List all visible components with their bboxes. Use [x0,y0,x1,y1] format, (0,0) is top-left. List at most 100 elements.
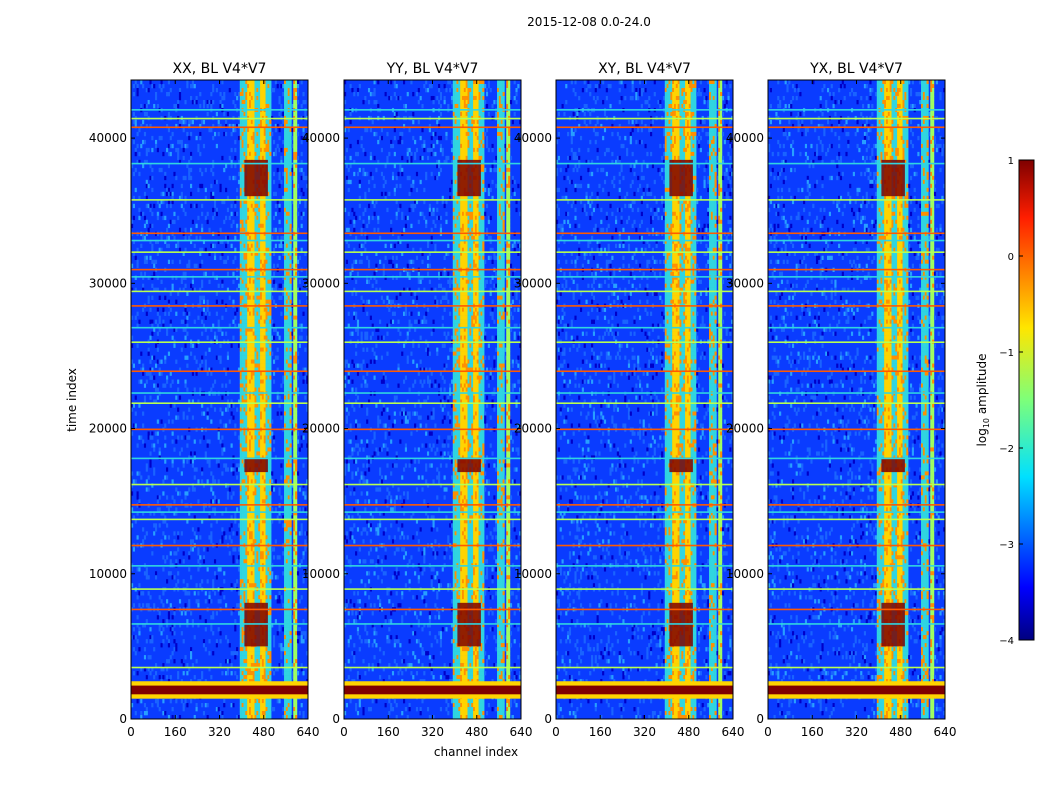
heatmap-cell [265,419,268,424]
heatmap-cell [267,527,270,532]
heatmap-cell [263,323,266,328]
heatmap-cell [258,419,261,424]
heatmap-cell [236,647,239,652]
heatmap-cell [278,627,281,632]
heatmap-cell [258,591,261,596]
heatmap-cell [250,103,253,109]
heatmap-cell [265,255,268,261]
heatmap-cell [254,99,257,105]
heatmap-cell [269,111,272,117]
heatmap-cell [175,647,178,652]
heatmap-cell [188,599,191,604]
heatmap-cell [252,223,255,229]
heatmap-cell [256,119,259,125]
heatmap-cell [291,331,294,336]
heatmap-cell [166,379,169,384]
heatmap-cell [217,123,220,129]
heatmap-cell [250,363,253,368]
heatmap-cell [280,463,283,468]
heatmap-cell [184,307,187,312]
heatmap-cell [289,251,292,257]
heatmap-cell [256,443,259,448]
heatmap-cell [261,411,265,416]
heatmap-cell [267,187,270,193]
heatmap-cell [210,99,213,105]
heatmap-cell [261,283,265,288]
heatmap-cell [241,143,244,149]
heatmap-cell [241,91,244,97]
heatmap-cell [245,87,248,93]
heatmap-cell [215,499,218,504]
heatmap-cell [285,271,289,276]
heatmap-cell [241,451,244,456]
heatmap-cell [241,483,244,488]
heatmap-cell [254,399,257,404]
heatmap-cell [143,255,147,261]
heatmap-cell [269,199,272,205]
heatmap-cell [260,527,263,532]
heatmap-cell [250,379,253,384]
heatmap-cell [289,623,292,628]
heatmap-cell [158,359,161,364]
heatmap-cell [136,143,139,149]
heatmap-cell [289,619,292,624]
heatmap-cell [287,227,290,233]
heatmap-cell [142,211,145,217]
heatmap-cell [221,251,224,257]
heatmap-cell [239,147,242,153]
heatmap-cell [237,591,241,596]
heatmap-cell [171,463,174,468]
heatmap-cell [182,275,185,280]
heatmap-cell [208,511,211,516]
heatmap-cell [287,491,290,496]
heatmap-cell [245,415,248,420]
heatmap-cell [289,611,292,616]
heatmap-cell [306,183,308,189]
heatmap-cell [269,131,272,137]
heatmap-cell [241,579,244,584]
heatmap-cell [237,179,241,185]
heatmap-cell [136,511,139,516]
heatmap-cell [239,379,242,384]
heatmap-cell [261,287,265,292]
heatmap-cell [245,251,248,257]
heatmap-cell [250,579,253,584]
heatmap-cell [269,531,272,536]
heatmap-cell [293,639,296,644]
heatmap-cell [186,623,189,628]
heatmap-cell [295,199,298,205]
heatmap-cell [190,611,193,616]
heatmap-cell [245,351,248,356]
heatmap-cell [180,319,183,324]
heatmap-cell [265,263,268,268]
heatmap-cell [247,203,250,209]
heatmap-cell [284,555,287,560]
heatmap-cell [287,519,290,524]
heatmap-cell [256,551,259,556]
heatmap-cell [263,395,266,400]
heatmap-cell [272,151,276,157]
heatmap-cell [293,463,296,468]
heatmap-cell [245,327,248,332]
heatmap-cell [243,415,246,420]
heatmap-cell [252,283,255,288]
heatmap-cell [263,571,266,576]
heatmap-cell [295,335,298,340]
heatmap-cell [140,367,143,372]
heatmap-cell [265,359,268,364]
heatmap-cell [265,83,268,89]
heatmap-cell [295,247,298,253]
heatmap-cell [256,123,259,129]
heatmap-cell [241,551,244,556]
heatmap-cell [287,515,290,520]
heatmap-cell [158,319,161,324]
heatmap-cell [293,571,296,576]
heatmap-cell [263,243,266,249]
heatmap-cell [269,431,272,436]
heatmap-cell [269,635,272,640]
heatmap-cell [260,135,263,141]
heatmap-cell [245,519,248,524]
heatmap-cell [269,535,272,540]
heatmap-cell [304,99,307,105]
heatmap-cell [285,559,289,564]
